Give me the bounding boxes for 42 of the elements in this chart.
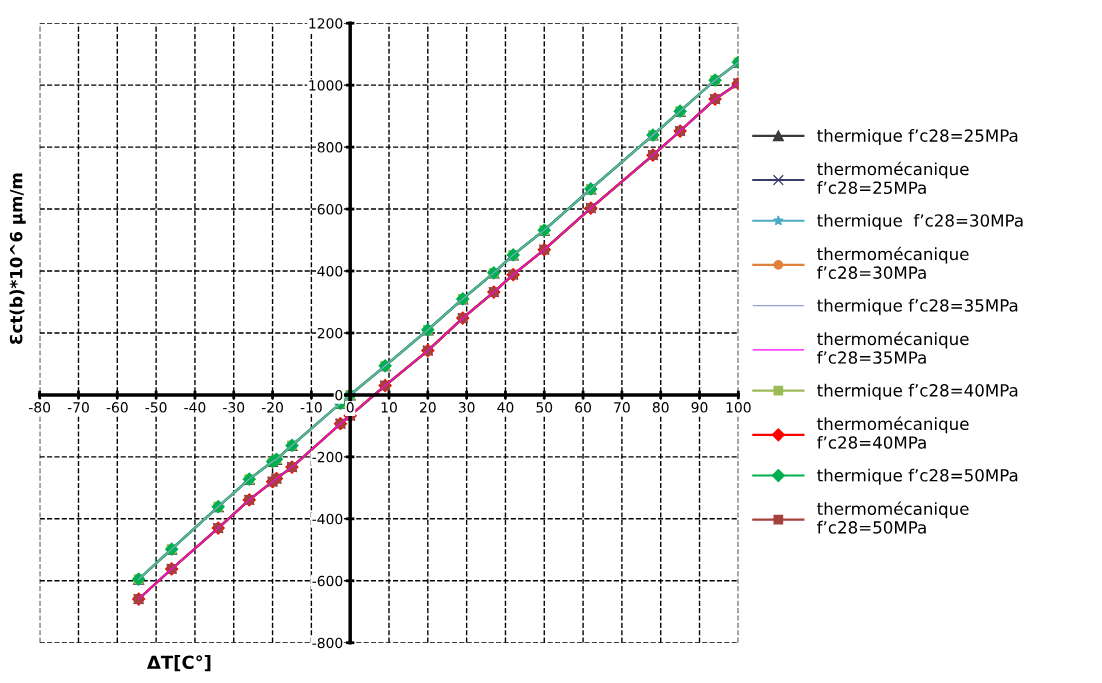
legend-label: thermique f’c28=25MPa [817, 128, 1018, 146]
x-axis-title: ΔT[C°] [146, 655, 211, 672]
legend-label: thermomécanique f’c28=40MPa [817, 416, 969, 449]
x-tick-label: 100 [726, 402, 751, 413]
x-tick-label: -80 [29, 402, 51, 413]
y-tick-label: -600 [312, 575, 343, 587]
x-tick-label: 10 [381, 402, 397, 413]
x-tick-label: -60 [106, 402, 128, 413]
x-tick-label: 0 [346, 402, 354, 413]
y-tick-label: 1200 [309, 18, 343, 29]
y-tick-label: -200 [312, 451, 343, 463]
x-tick-label: 70 [614, 402, 630, 413]
x-tick-label: -40 [184, 402, 206, 413]
y-tick-label: -400 [312, 513, 343, 525]
legend-label: thermique f’c28=50MPa [817, 468, 1018, 485]
x-tick-label: 40 [497, 402, 514, 413]
y-tick-label: 600 [317, 204, 343, 215]
x-tick-label: -20 [261, 402, 283, 413]
y-tick-label: 400 [317, 265, 343, 277]
x-tick-label: -70 [67, 402, 89, 413]
y-axis-title: Ɛct(b)*10^6 µm/m [9, 173, 26, 344]
x-tick-label: 20 [420, 402, 436, 413]
legend-label: thermique f’c28=35MPa [817, 298, 1018, 315]
x-tick-label: 60 [575, 402, 591, 413]
x-tick-label: 90 [691, 402, 708, 413]
x-tick-label: -30 [223, 402, 245, 413]
legend-label: thermomécanique f’c28=30MPa [817, 246, 969, 279]
x-tick-label: 30 [458, 402, 475, 413]
y-tick-label: 800 [317, 142, 343, 153]
legend-label: thermomécanique f’c28=25MPa [817, 161, 969, 195]
legend-label: thermique f’c28=30MPa [817, 213, 1023, 231]
legend-label: thermomécanique f’c28=50MPa [817, 501, 969, 534]
y-tick-label: 200 [317, 327, 343, 339]
x-tick-label: 50 [536, 402, 553, 413]
legend-label: thermomécanique f’c28=35MPa [817, 331, 969, 364]
y-tick-label: 1000 [309, 80, 343, 91]
y-tick-label: 0 [335, 389, 343, 401]
x-tick-label: -50 [145, 402, 167, 413]
legend-label: thermique f’c28=40MPa [817, 383, 1018, 400]
y-tick-label: -800 [312, 637, 343, 649]
x-tick-label: -10 [300, 402, 322, 413]
x-tick-label: 80 [652, 402, 669, 413]
